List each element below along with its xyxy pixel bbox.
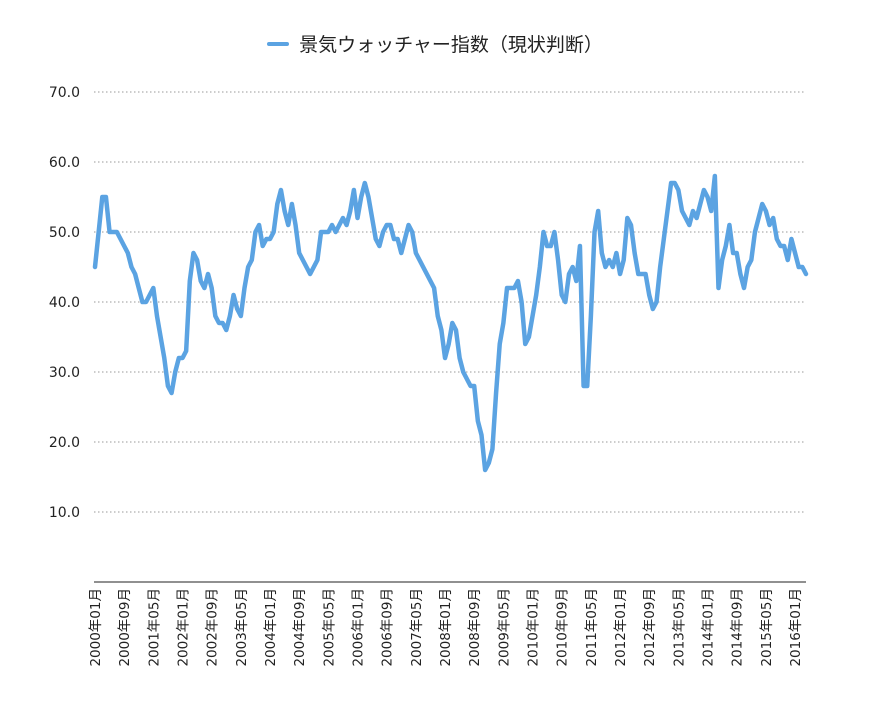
x-tick-label: 2012年09月 [642, 588, 658, 667]
y-tick-label: 40.0 [49, 295, 80, 311]
gridlines [94, 91, 806, 513]
x-tick-label: 2013年05月 [671, 588, 687, 667]
x-tick-label: 2008年09月 [467, 588, 483, 667]
x-tick-label: 2010年09月 [555, 588, 571, 667]
x-tick-label: 2000年01月 [88, 588, 104, 667]
legend: 景気ウォッチャー指数（現状判断） [0, 30, 870, 57]
x-tick-label: 2004年01月 [263, 588, 279, 667]
legend-line-swatch-icon [267, 41, 290, 46]
x-tick-label: 2008年01月 [438, 588, 454, 667]
y-tick-label: 50.0 [49, 225, 80, 241]
x-tick-label: 2006年09月 [380, 588, 396, 667]
x-tick-label: 2009年05月 [496, 588, 512, 667]
x-tick-label: 2000年09月 [117, 588, 133, 667]
x-tick-label: 2001年05月 [146, 588, 162, 667]
x-tick-label: 2014年01月 [701, 588, 717, 667]
x-tick-label: 2011年05月 [584, 588, 600, 667]
x-tick-label: 2006年01月 [351, 588, 367, 667]
x-tick-label: 2015年05月 [759, 588, 775, 667]
y-tick-label: 60.0 [49, 155, 80, 171]
y-tick-label: 20.0 [49, 435, 80, 451]
x-tick-label: 2002年09月 [205, 588, 221, 667]
x-tick-label: 2014年09月 [730, 588, 746, 667]
x-tick-label: 2012年01月 [613, 588, 629, 667]
x-tick-label: 2005年05月 [321, 588, 337, 667]
x-tick-label: 2010年01月 [526, 588, 542, 667]
x-tick-label: 2007年05月 [409, 588, 425, 667]
series-line [92, 173, 809, 473]
y-tick-label: 30.0 [49, 365, 80, 381]
y-axis-ticks: 10.0 20.0 30.0 40.0 50.0 60.0 70.0 [49, 85, 80, 521]
x-axis-ticks: 2000年01月 2000年09月 2001年05月 2002年01月 2002年09月… [88, 588, 804, 667]
x-tick-label: 2016年01月 [788, 588, 804, 667]
x-tick-label: 2003年05月 [234, 588, 250, 667]
series-group [92, 173, 809, 473]
legend-label: 景気ウォッチャー指数（現状判断） [299, 34, 603, 56]
x-tick-label: 2004年09月 [292, 588, 308, 667]
y-tick-label: 70.0 [49, 85, 80, 101]
x-tick-label: 2002年01月 [176, 588, 192, 667]
y-tick-label: 10.0 [49, 505, 80, 521]
